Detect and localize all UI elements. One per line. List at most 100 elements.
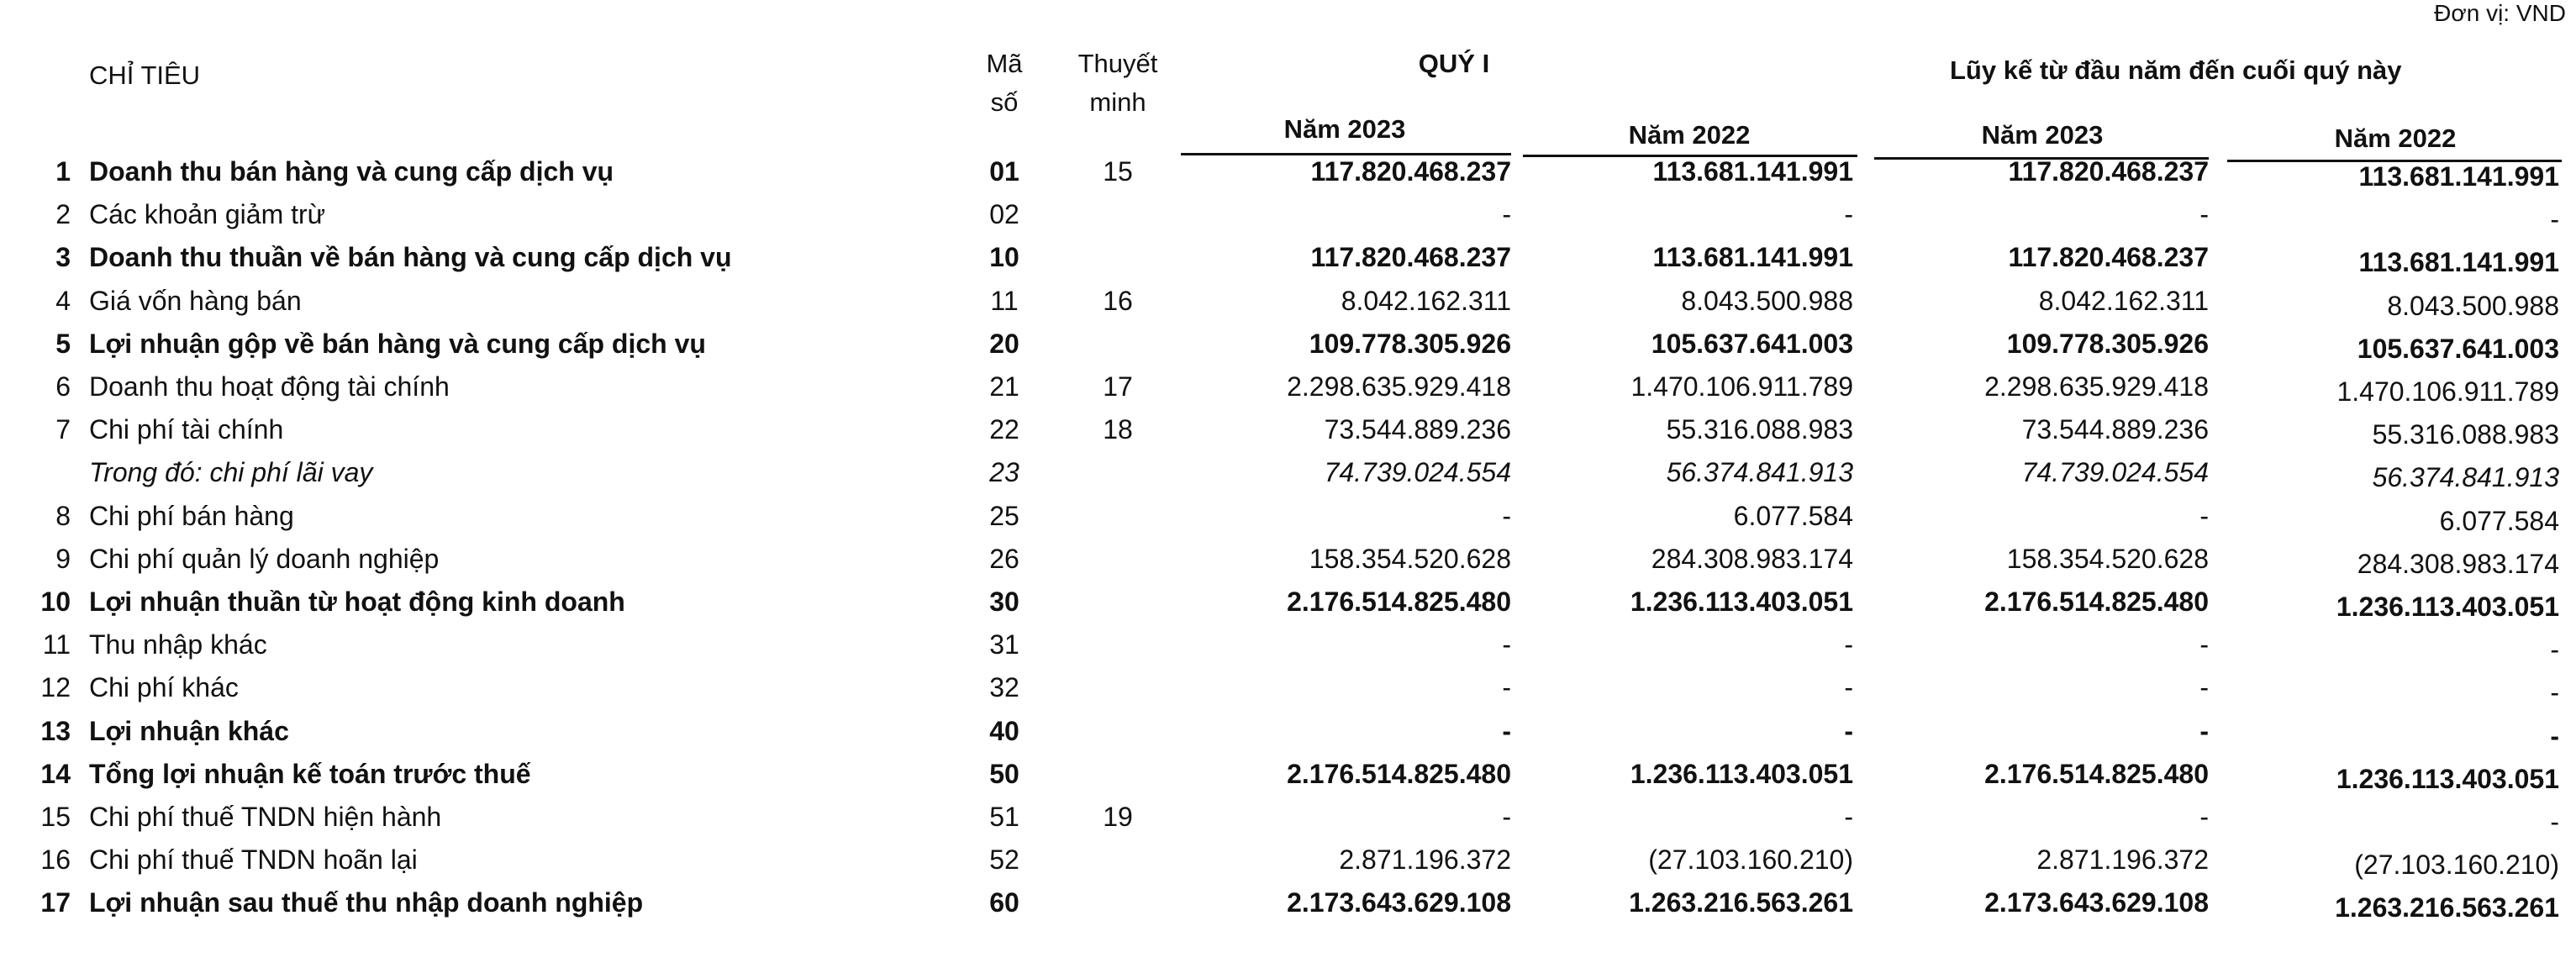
row-value-q2023: 109.778.305.926 (1309, 329, 1511, 359)
row-value-l2022: 284.308.983.174 (2357, 549, 2559, 579)
row-value-q2023: 117.820.468.237 (1310, 156, 1511, 187)
row-value-q2023: 2.176.514.825.480 (1287, 759, 1511, 789)
row-value-q2023: 8.042.162.311 (1341, 286, 1511, 316)
row-label: Tổng lợi nhuận kế toán trước thuế (89, 759, 531, 789)
row-code: 11 (990, 286, 1019, 316)
row-value-l2022: 113.681.141.991 (2358, 247, 2559, 277)
row-index: 14 (40, 759, 71, 789)
row-value-q2022: 105.637.641.003 (1651, 329, 1853, 359)
row-value-q2023: - (1502, 629, 1511, 660)
header-ma-so-1: Mã (986, 49, 1023, 78)
row-value-l2022: 113.681.141.991 (2358, 161, 2559, 192)
row-label: Thu nhập khác (89, 629, 267, 660)
underline-l2023 (1874, 157, 2209, 160)
row-value-q2022: 1.263.216.563.261 (1629, 887, 1853, 918)
row-label: Chi phí quản lý doanh nghiệp (89, 544, 440, 574)
row-value-q2022: - (1844, 629, 1853, 660)
row-label: Chi phí tài chính (89, 414, 284, 445)
row-value-l2023: - (2199, 716, 2209, 746)
row-value-l2022: - (2550, 634, 2559, 665)
row-value-l2022: 6.077.584 (2439, 506, 2559, 536)
row-value-l2023: 2.298.635.929.418 (1984, 371, 2209, 402)
underline-q2022 (1523, 155, 1857, 157)
row-value-q2023: 158.354.520.628 (1309, 544, 1511, 574)
col-header-q2023: Năm 2023 (1283, 114, 1406, 144)
row-value-q2023: - (1502, 802, 1511, 832)
row-value-q2022: - (1844, 199, 1853, 229)
row-code: 31 (989, 629, 1019, 660)
row-value-l2023: - (2199, 672, 2209, 702)
row-value-l2023: - (2199, 629, 2209, 660)
row-value-q2022: 55.316.088.983 (1666, 414, 1853, 445)
row-index: 9 (55, 544, 71, 574)
row-value-q2022: (27.103.160.210) (1648, 844, 1853, 875)
row-value-l2022: - (2550, 721, 2559, 751)
row-note: 15 (1103, 156, 1133, 187)
row-value-l2022: - (2550, 677, 2559, 708)
row-label: Giá vốn hàng bán (89, 286, 302, 316)
row-label: Chi phí thuế TNDN hiện hành (89, 802, 442, 832)
row-note: 18 (1103, 414, 1133, 445)
row-note: 16 (1103, 286, 1133, 316)
row-value-q2023: - (1502, 716, 1511, 746)
row-value-q2023: - (1502, 672, 1511, 702)
row-code: 10 (989, 242, 1019, 272)
row-code: 25 (989, 501, 1019, 531)
row-value-q2023: 2.176.514.825.480 (1287, 587, 1511, 617)
row-value-q2022: 113.681.141.991 (1652, 242, 1853, 272)
row-index: 8 (55, 501, 71, 531)
row-code: 22 (989, 414, 1019, 445)
row-value-l2023: - (2199, 501, 2209, 531)
row-index: 12 (40, 672, 71, 702)
row-label: Chi phí thuế TNDN hoãn lại (89, 844, 418, 875)
header-thuyet-minh-1: Thuyết (1077, 49, 1158, 78)
row-value-q2023: - (1502, 199, 1511, 229)
row-value-q2022: 284.308.983.174 (1651, 544, 1853, 574)
row-value-l2023: 117.820.468.237 (2008, 156, 2209, 187)
row-value-q2022: 113.681.141.991 (1652, 156, 1853, 187)
row-value-q2023: 2.298.635.929.418 (1287, 371, 1511, 402)
row-code: 01 (989, 156, 1019, 187)
underline-l2022 (2227, 160, 2562, 162)
row-value-l2022: 8.043.500.988 (2387, 291, 2559, 321)
col-header-l2023: Năm 2023 (1981, 120, 2104, 150)
row-value-q2023: 74.739.024.554 (1324, 457, 1511, 487)
row-value-q2022: 1.470.106.911.789 (1630, 371, 1853, 402)
row-code: 60 (989, 887, 1019, 918)
row-label: Doanh thu bán hàng và cung cấp dịch vụ (89, 156, 614, 187)
row-value-l2023: 74.739.024.554 (2021, 457, 2209, 487)
row-value-l2023: 2.871.196.372 (2036, 844, 2209, 875)
row-code: 26 (989, 544, 1019, 574)
row-value-l2022: 1.470.106.911.789 (2336, 376, 2559, 407)
row-value-l2022: 55.316.088.983 (2372, 419, 2559, 450)
row-index: 2 (55, 199, 71, 229)
row-code: 40 (989, 716, 1019, 746)
row-index: 4 (55, 286, 71, 316)
row-index: 1 (55, 156, 71, 187)
row-value-q2022: - (1844, 716, 1853, 746)
unit-label: Đơn vị: VND (2434, 0, 2566, 26)
row-value-l2022: 56.374.841.913 (2372, 462, 2559, 492)
row-index: 6 (55, 371, 71, 402)
row-value-l2023: 158.354.520.628 (2006, 544, 2209, 574)
row-label: Lợi nhuận thuần từ hoạt động kinh doanh (89, 587, 625, 617)
row-value-l2023: 73.544.889.236 (2021, 414, 2209, 445)
row-value-q2022: 8.043.500.988 (1681, 286, 1853, 316)
row-value-q2023: 73.544.889.236 (1324, 414, 1511, 445)
header-quy: QUÝ I (1418, 49, 1490, 78)
header-ma-so-2: số (990, 87, 1019, 117)
row-label: Lợi nhuận khác (89, 716, 289, 746)
row-value-q2023: 2.173.643.629.108 (1287, 887, 1511, 918)
header-thuyet-minh-2: minh (1089, 87, 1146, 117)
row-code: 23 (989, 457, 1019, 487)
row-index: 13 (40, 716, 71, 746)
row-value-l2023: - (2199, 802, 2209, 832)
row-note: 19 (1103, 802, 1133, 832)
row-label: Doanh thu thuần về bán hàng và cung cấp … (89, 242, 732, 272)
row-value-l2023: 109.778.305.926 (2006, 329, 2209, 359)
row-value-l2023: 2.173.643.629.108 (1984, 887, 2209, 918)
row-index: 17 (40, 887, 71, 918)
row-code: 52 (989, 844, 1019, 875)
row-index: 10 (40, 587, 71, 617)
row-value-q2023: 117.820.468.237 (1310, 242, 1511, 272)
